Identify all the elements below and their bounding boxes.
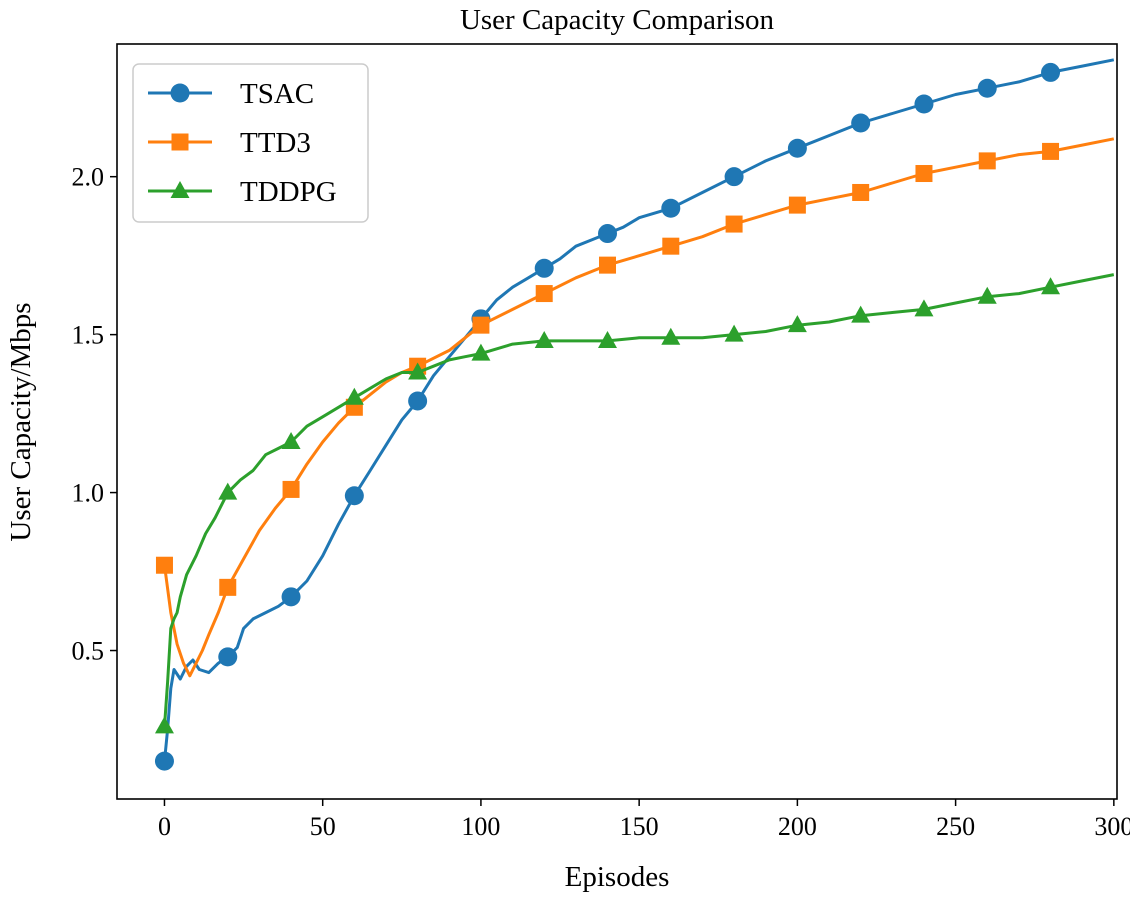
data-point-tddpg bbox=[218, 482, 238, 500]
data-point-tddpg bbox=[1041, 277, 1061, 295]
data-point-tsac bbox=[344, 486, 364, 506]
data-point-tddpg bbox=[851, 305, 871, 323]
legend-label: TSAC bbox=[240, 78, 314, 110]
data-point-tddpg bbox=[534, 330, 554, 348]
y-tick-label: 0.5 bbox=[72, 637, 105, 666]
data-point-tddpg bbox=[408, 362, 428, 380]
data-point-ttd3 bbox=[282, 480, 300, 498]
data-point-ttd3 bbox=[788, 196, 806, 214]
y-axis-label: User Capacity/Mbps bbox=[5, 302, 37, 541]
legend-item-tddpg: TDDPG bbox=[148, 176, 337, 208]
plot-frame bbox=[116, 43, 1118, 800]
data-point-ttd3 bbox=[472, 316, 490, 334]
legend-item-ttd3: TTD3 bbox=[148, 127, 311, 159]
x-tick-label: 100 bbox=[461, 812, 500, 841]
y-tick-label: 1.5 bbox=[72, 321, 105, 350]
legend-item-tsac: TSAC bbox=[148, 78, 314, 110]
data-point-tsac bbox=[977, 78, 997, 98]
data-point-ttd3 bbox=[915, 165, 933, 183]
data-point-tsac bbox=[914, 94, 934, 114]
data-point-ttd3 bbox=[535, 285, 553, 303]
data-point-tddpg bbox=[281, 432, 301, 450]
series-line-tddpg bbox=[163, 273, 1115, 727]
data-point-ttd3 bbox=[599, 256, 617, 274]
data-point-tsac bbox=[724, 167, 744, 187]
series-line-tsac bbox=[163, 58, 1115, 762]
y-tick-label: 2.0 bbox=[72, 163, 105, 192]
data-point-tsac bbox=[408, 391, 428, 411]
data-point-tddpg bbox=[598, 330, 618, 348]
series-line-ttd3 bbox=[163, 137, 1115, 678]
legend-box bbox=[132, 63, 369, 223]
data-point-tsac bbox=[281, 587, 301, 607]
data-point-tddpg bbox=[344, 387, 364, 405]
series-layer bbox=[154, 58, 1115, 771]
data-point-ttd3 bbox=[852, 183, 870, 201]
data-point-ttd3 bbox=[725, 215, 743, 233]
data-point-tsac bbox=[1041, 62, 1061, 82]
series-tsac bbox=[154, 58, 1115, 771]
series-ttd3 bbox=[155, 137, 1115, 678]
x-tick-label: 250 bbox=[936, 812, 975, 841]
legend-marker-tsac bbox=[170, 83, 190, 103]
data-point-tddpg bbox=[914, 299, 934, 317]
data-point-tddpg bbox=[471, 343, 491, 361]
legend-marker-ttd3 bbox=[171, 133, 189, 151]
data-point-ttd3 bbox=[219, 578, 237, 596]
data-point-tddpg bbox=[787, 315, 807, 333]
data-point-tsac bbox=[661, 198, 681, 218]
data-point-tsac bbox=[218, 647, 238, 667]
x-tick-label: 300 bbox=[1094, 812, 1130, 841]
data-point-tsac bbox=[851, 113, 871, 133]
x-tick-label: 150 bbox=[620, 812, 659, 841]
x-axis-label: Episodes bbox=[565, 861, 670, 893]
data-point-ttd3 bbox=[662, 237, 680, 255]
x-tick-label: 50 bbox=[310, 812, 336, 841]
data-point-tddpg bbox=[154, 716, 174, 734]
x-tick-label: 200 bbox=[778, 812, 817, 841]
legend-marker-tddpg bbox=[170, 181, 190, 198]
data-point-tsac bbox=[787, 138, 807, 158]
data-point-ttd3 bbox=[1042, 142, 1060, 160]
data-point-tddpg bbox=[977, 286, 997, 304]
series-tddpg bbox=[154, 273, 1115, 734]
data-point-tsac bbox=[598, 224, 618, 244]
y-tick-label: 1.0 bbox=[72, 479, 105, 508]
ticks-layer: 0 50 100 150 200 250 300 0.5 1.0 1.5 2.0 bbox=[72, 163, 1130, 841]
legend-label: TTD3 bbox=[240, 127, 311, 159]
legend: TSAC TTD3 TDDPG bbox=[132, 63, 369, 223]
data-point-tsac bbox=[154, 751, 174, 771]
data-point-ttd3 bbox=[155, 556, 173, 574]
data-point-tddpg bbox=[724, 324, 744, 342]
x-tick-label: 0 bbox=[158, 812, 171, 841]
data-point-tddpg bbox=[661, 327, 681, 345]
chart-title: User Capacity Comparison bbox=[460, 4, 775, 36]
data-point-tsac bbox=[534, 258, 554, 278]
legend-label: TDDPG bbox=[240, 176, 337, 208]
data-point-ttd3 bbox=[978, 152, 996, 170]
